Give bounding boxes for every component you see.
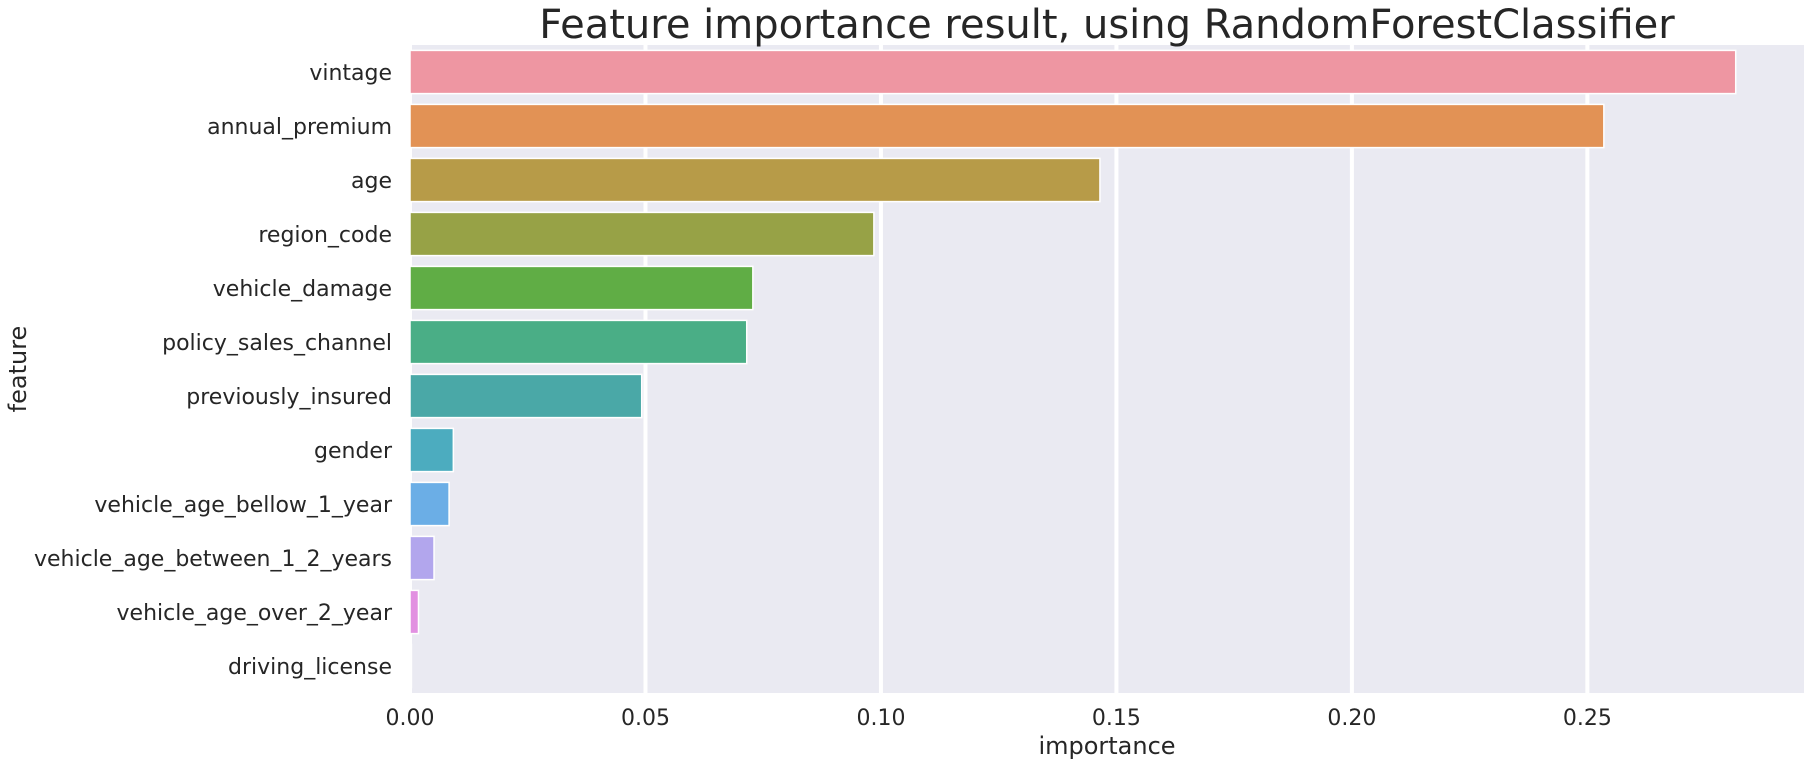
bar-vehicle-age-between-1-2-years bbox=[409, 535, 435, 581]
y-tick-label: gender bbox=[314, 439, 393, 464]
y-tick-label: policy_sales_channel bbox=[162, 331, 392, 356]
x-tick-label: 0.10 bbox=[856, 706, 905, 731]
bar-vehicle-damage bbox=[409, 265, 754, 311]
y-axis-label: feature bbox=[4, 326, 32, 413]
x-tick-label: 0.05 bbox=[621, 706, 670, 731]
x-tick-label: 0.00 bbox=[386, 706, 435, 731]
y-tick-label: vehicle_age_over_2_year bbox=[117, 601, 393, 626]
bar-age bbox=[409, 157, 1101, 203]
x-tick-label: 0.15 bbox=[1092, 706, 1141, 731]
y-tick-label: driving_license bbox=[228, 655, 392, 680]
gridlines bbox=[408, 45, 1590, 693]
bar-vintage bbox=[409, 49, 1737, 95]
y-tick-label: region_code bbox=[258, 223, 392, 248]
bar-policy-sales-channel bbox=[409, 319, 748, 365]
y-tick-label: vehicle_age_bellow_1_year bbox=[94, 493, 393, 518]
bar-annual-premium bbox=[409, 103, 1605, 149]
x-tick-labels: 0.00 0.05 0.10 0.15 0.20 0.25 bbox=[386, 706, 1612, 731]
bar-driving-license bbox=[409, 643, 413, 689]
bar-vehicle-age-over-2-year bbox=[409, 589, 420, 635]
x-tick-label: 0.20 bbox=[1327, 706, 1376, 731]
y-tick-label: vintage bbox=[309, 61, 392, 86]
y-tick-label: vehicle_damage bbox=[213, 277, 392, 302]
bar-vehicle-age-bellow-1-year bbox=[409, 481, 450, 527]
y-tick-label: annual_premium bbox=[207, 115, 392, 140]
y-tick-label: age bbox=[351, 169, 392, 194]
y-tick-label: previously_insured bbox=[186, 385, 392, 410]
plot-area bbox=[410, 45, 1804, 693]
chart-title: Feature importance result, using RandomF… bbox=[539, 2, 1675, 48]
y-tick-label: vehicle_age_between_1_2_years bbox=[34, 547, 392, 572]
bar-previously-insured bbox=[409, 373, 643, 419]
x-tick-label: 0.25 bbox=[1563, 706, 1612, 731]
bar-gender bbox=[409, 427, 455, 473]
x-axis-label: importance bbox=[1038, 732, 1175, 760]
bar-region-code bbox=[409, 211, 875, 257]
bars bbox=[409, 49, 1737, 689]
